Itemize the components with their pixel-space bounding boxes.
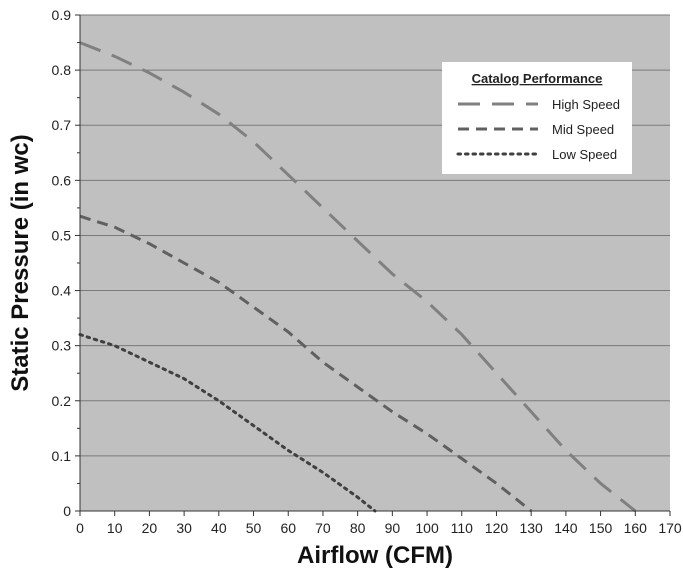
legend-label: Low Speed [552, 147, 617, 162]
x-tick-label: 10 [107, 520, 123, 536]
x-axis-title: Airflow (CFM) [297, 542, 453, 569]
x-tick-label: 130 [519, 520, 543, 536]
x-tick-label: 170 [658, 520, 682, 536]
series-group [78, 41, 637, 513]
x-tick-label: 140 [554, 520, 578, 536]
x-tick-label: 120 [485, 520, 509, 536]
y-tick-label: 0.7 [52, 117, 72, 133]
legend-label: High Speed [552, 97, 620, 112]
x-tick-label: 110 [451, 520, 474, 536]
y-tick-label: 0.4 [52, 283, 72, 299]
series-line-mid-speed [79, 214, 533, 513]
x-tick-label: 40 [211, 520, 227, 536]
x-tick-labels: 0 10 20 30 40 50 60 70 80 90 100 110 120 130 140 150 160… [76, 511, 682, 536]
x-tick-label: 70 [315, 520, 331, 536]
x-tick-label: 80 [350, 520, 366, 536]
y-tick-label: 0.6 [52, 172, 72, 188]
y-tick-label: 0.5 [52, 227, 72, 243]
y-tick-label: 0.2 [52, 393, 72, 409]
legend-label: Mid Speed [552, 122, 614, 137]
y-tick-label: 0.8 [52, 62, 72, 78]
x-tick-label: 20 [142, 520, 158, 536]
legend-title: Catalog Performance [472, 71, 603, 86]
series-line-low-speed [78, 333, 377, 513]
y-tick-label: 0.9 [52, 7, 72, 23]
x-tick-label: 30 [176, 520, 192, 536]
y-tick-labels: 0 0.1 0.2 0.3 0.4 0.5 0.6 0.7 0.8 0.9 [52, 7, 80, 519]
x-tick-label: 150 [589, 520, 613, 536]
x-tick-label: 60 [280, 520, 296, 536]
x-tick-label: 90 [385, 520, 401, 536]
y-tick-label: 0.1 [52, 448, 72, 464]
x-tick-label: 100 [415, 520, 439, 536]
x-tick-label: 0 [76, 520, 84, 536]
x-tick-label: 160 [624, 520, 648, 536]
series-line-high-speed [79, 41, 637, 513]
x-tick-label: 50 [246, 520, 262, 536]
y-tick-label: 0 [63, 503, 71, 519]
y-axis-title: Static Pressure (in wc) [7, 134, 34, 391]
y-tick-label: 0.3 [52, 338, 72, 354]
legend: Catalog Performance High Speed Mid Speed L… [442, 62, 632, 174]
